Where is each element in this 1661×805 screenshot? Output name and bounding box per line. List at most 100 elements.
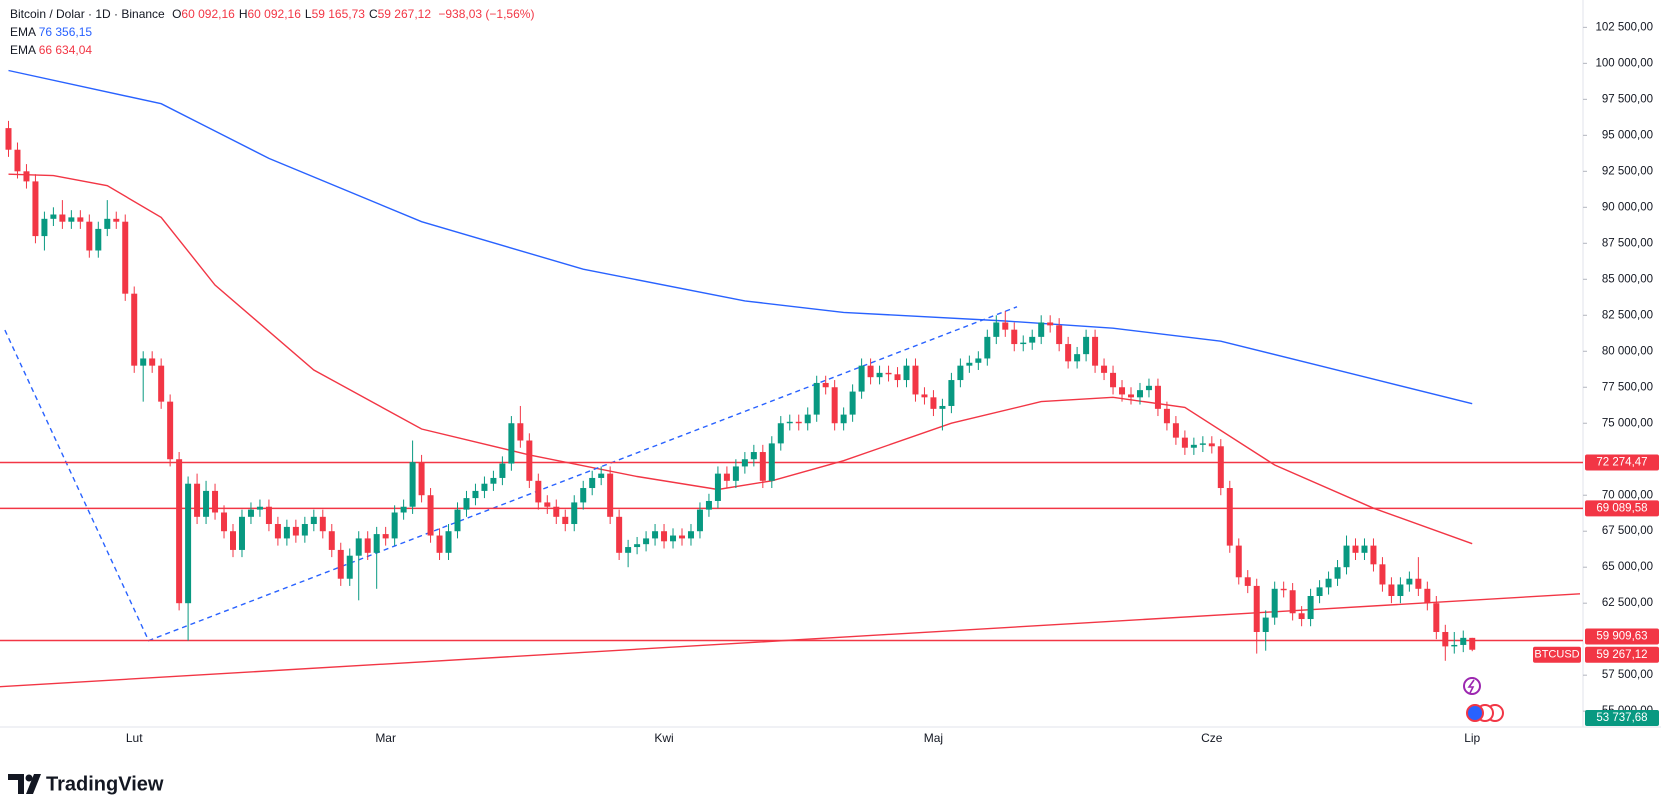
- candle-body: [1136, 390, 1143, 398]
- candle-body: [903, 365, 910, 381]
- candle-body: [1451, 644, 1458, 647]
- ohlc-key: C: [368, 7, 378, 21]
- candle-body: [759, 452, 766, 481]
- event-icon[interactable]: [1463, 677, 1481, 695]
- candle-body: [741, 459, 748, 467]
- ohlc-value: 60 092,16: [247, 7, 301, 21]
- candle-body: [481, 483, 488, 491]
- candle-body: [571, 502, 578, 525]
- candle-body: [1289, 590, 1296, 614]
- candle-body: [391, 512, 398, 539]
- candle-body: [230, 531, 236, 550]
- candle-body: [274, 524, 281, 539]
- candle-body: [1029, 336, 1036, 343]
- candle-body: [346, 555, 353, 579]
- level-label: 69 089,58: [1596, 502, 1647, 514]
- event-icon[interactable]: [1466, 704, 1484, 722]
- candle-body: [687, 531, 694, 539]
- candle-body: [301, 524, 308, 536]
- candle-body: [68, 217, 75, 222]
- candle-body: [679, 535, 685, 539]
- candle-body: [849, 391, 856, 415]
- ohlc-value: 59 165,73: [311, 7, 365, 21]
- y-tick-label: 102 500,00: [1595, 21, 1653, 33]
- candle-body: [176, 459, 183, 604]
- candle-body: [364, 538, 371, 553]
- logo-mark: [8, 774, 24, 794]
- candle-body: [858, 365, 865, 392]
- level-box: [1585, 500, 1659, 517]
- candle-body: [1056, 325, 1063, 345]
- candle-body: [723, 473, 730, 481]
- candle-body: [661, 531, 668, 542]
- candle-body: [777, 423, 784, 444]
- logo[interactable]: TradingView: [8, 773, 164, 795]
- candle-body: [1397, 584, 1404, 596]
- candle-body: [1442, 631, 1449, 647]
- candle-body: [319, 516, 326, 532]
- candle-body: [652, 531, 659, 539]
- x-tick-label: Mar: [375, 731, 396, 745]
- ohlc-key: L: [304, 7, 312, 21]
- candle-body: [1334, 567, 1341, 579]
- candle-body: [562, 516, 569, 525]
- trendline: [4, 306, 1018, 642]
- candle-body: [1145, 385, 1152, 391]
- ohlc-value: 60 092,16: [181, 7, 235, 21]
- indicator-row: EMA 76 356,15: [10, 23, 534, 41]
- candle-body: [185, 483, 192, 604]
- candle-body: [634, 544, 641, 548]
- symbol-tag: BTCUSD: [1534, 649, 1579, 661]
- ohlc-values: O60 092,16 H60 092,16 L59 165,73 C59 267,12: [168, 7, 431, 21]
- candle-body: [939, 405, 946, 409]
- candle-body: [104, 218, 111, 229]
- candle-body: [598, 473, 605, 478]
- candle-body: [1199, 443, 1206, 445]
- candle-body: [1235, 545, 1242, 578]
- y-tick-label: 85 000,00: [1602, 273, 1653, 285]
- y-tick-label: 67 500,00: [1602, 525, 1653, 537]
- level-label: 59 909,63: [1596, 631, 1647, 643]
- candle-body: [993, 322, 1000, 337]
- ohlc-key: H: [238, 7, 248, 21]
- candle-body: [1181, 437, 1188, 448]
- ema-line: [8, 173, 1473, 545]
- candle-body: [86, 221, 93, 251]
- candle-body: [149, 358, 156, 366]
- candle-body: [804, 414, 811, 424]
- candle-body: [212, 490, 219, 513]
- candle-body: [1262, 617, 1269, 632]
- x-tick-label: Lip: [1464, 731, 1480, 745]
- candle-body: [167, 401, 174, 460]
- candle-body: [1415, 578, 1422, 589]
- candle-body: [580, 488, 587, 503]
- y-tick-label: 90 000,00: [1602, 201, 1653, 213]
- candle-body: [1020, 342, 1027, 345]
- candle-body: [1388, 584, 1395, 596]
- candle-body: [221, 512, 228, 532]
- candle-body: [786, 421, 793, 424]
- level-label: 72 274,47: [1596, 457, 1647, 469]
- level-box: [1585, 628, 1659, 645]
- candle-body: [957, 365, 964, 381]
- candle-body: [373, 534, 380, 553]
- candle-body: [1316, 587, 1323, 596]
- event-icons[interactable]: [1463, 677, 1504, 722]
- candle-body: [948, 380, 955, 406]
- candle-body: [822, 382, 829, 388]
- candle-body: [876, 372, 883, 378]
- y-tick-label: 95 000,00: [1602, 129, 1653, 141]
- candle-body: [670, 535, 677, 542]
- y-tick-label: 70 000,00: [1602, 489, 1653, 501]
- candle-body: [1244, 577, 1251, 586]
- candle-body: [930, 397, 937, 409]
- logo-text: TradingView: [46, 773, 164, 795]
- candle-body: [526, 440, 533, 481]
- candle-body: [1406, 578, 1413, 585]
- indicator-name: EMA: [10, 25, 36, 39]
- candle-body: [158, 365, 165, 402]
- candle-body: [589, 477, 596, 489]
- candle-body: [490, 477, 497, 484]
